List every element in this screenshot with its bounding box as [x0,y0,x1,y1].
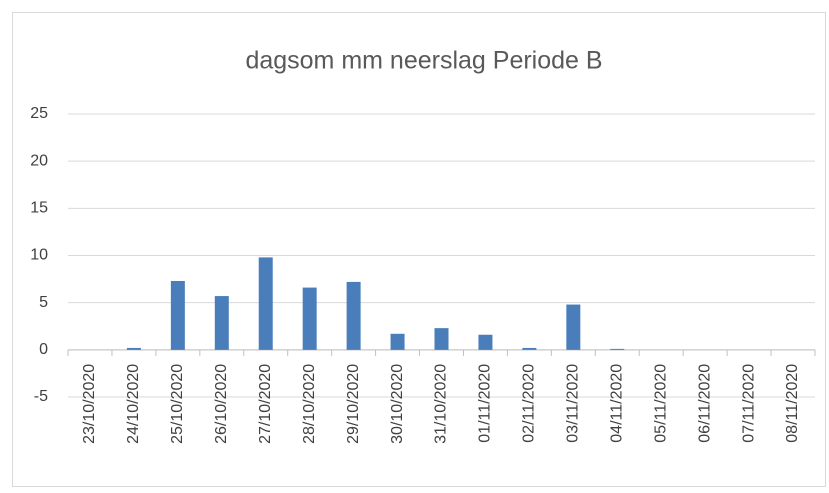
bar [170,280,185,350]
bar [126,347,141,350]
x-tick-label: 29/10/2020 [345,364,362,444]
bar [610,348,625,350]
x-tick-label: 24/10/2020 [125,364,142,444]
bar [522,347,537,350]
x-tick-label: 02/11/2020 [521,364,538,443]
bar [434,328,449,350]
y-tick-label: 20 [30,152,48,169]
bar [346,281,361,350]
y-tick-label: 25 [30,105,48,122]
y-tick-label: -5 [34,388,48,405]
bar [478,334,493,350]
bar [390,333,405,350]
x-tick-label: 07/11/2020 [740,364,757,443]
x-tick-label: 04/11/2020 [608,364,625,443]
bar [258,257,273,350]
chart-title: dagsom mm neerslag Periode B [245,47,602,75]
y-tick-label: 5 [39,294,48,311]
y-tick-label: 0 [39,341,48,358]
x-tick-label: 05/11/2020 [652,364,669,443]
bar [566,304,581,350]
bar [214,296,229,350]
x-tick-label: 28/10/2020 [301,364,318,444]
bar [302,287,317,350]
y-tick-label: 10 [30,247,48,264]
x-tick-label: 26/10/2020 [213,364,230,444]
x-tick-label: 31/10/2020 [433,364,450,444]
y-tick-label: 15 [30,200,48,217]
x-tick-label: 23/10/2020 [81,364,98,444]
x-tick-label: 25/10/2020 [169,364,186,444]
x-tick-label: 01/11/2020 [477,364,494,443]
x-tick-label: 08/11/2020 [784,364,801,443]
x-tick-label: 03/11/2020 [565,364,582,443]
x-tick-label: 27/10/2020 [257,364,274,444]
x-tick-label: 30/10/2020 [389,364,406,444]
x-tick-label: 06/11/2020 [696,364,713,443]
chart-border [12,12,826,487]
